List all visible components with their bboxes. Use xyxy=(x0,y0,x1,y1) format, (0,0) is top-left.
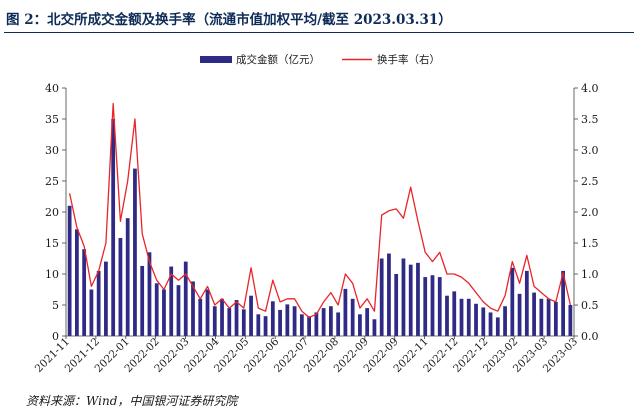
turnover-bar xyxy=(379,258,384,336)
right-y-tick-label: 1.5 xyxy=(581,237,599,250)
turnover-bar xyxy=(408,264,413,336)
turnover-bar xyxy=(495,317,500,336)
legend-bar-label: 成交金额（亿元） xyxy=(236,53,320,66)
turnover-bar xyxy=(212,306,217,336)
right-y-tick-label: 0.0 xyxy=(581,330,599,343)
turnover-rate-line-layer xyxy=(68,102,572,319)
right-y-tick-label: 2.5 xyxy=(581,175,599,188)
turnover-bar xyxy=(169,266,174,336)
chart-legend: 成交金额（亿元） 换手率（右） xyxy=(200,53,440,66)
left-y-tick-label: 40 xyxy=(45,82,59,95)
turnover-bar xyxy=(416,262,420,336)
turnover-bar xyxy=(452,291,457,336)
turnover-bar xyxy=(503,306,507,336)
turnover-bar xyxy=(205,289,210,336)
left-y-tick-label: 25 xyxy=(45,175,59,188)
left-y-tick-label: 10 xyxy=(45,268,59,281)
turnover-bar xyxy=(154,283,159,336)
left-y-tick-label: 5 xyxy=(52,299,59,312)
turnover-bar xyxy=(329,306,333,336)
turnover-bar xyxy=(336,312,341,336)
turnover-bars xyxy=(67,119,573,336)
legend-bar-swatch xyxy=(200,56,232,63)
turnover-bar xyxy=(227,308,232,336)
turnover-bar xyxy=(285,304,290,336)
turnover-bar xyxy=(111,119,116,336)
turnover-bar xyxy=(89,289,94,336)
turnover-bar xyxy=(350,298,355,336)
left-y-tick-label: 35 xyxy=(45,113,59,126)
turnover-bar xyxy=(183,261,188,336)
turnover-bar xyxy=(321,308,326,336)
right-y-tick-label: 1.0 xyxy=(581,268,599,281)
right-y-tick-label: 0.5 xyxy=(581,299,599,312)
turnover-bar xyxy=(372,319,377,336)
turnover-bar xyxy=(96,270,101,336)
turnover-bar xyxy=(445,295,449,336)
turnover-bar xyxy=(568,305,573,336)
turnover-bar xyxy=(466,298,471,336)
turnover-bar xyxy=(292,306,297,336)
right-y-tick-label: 3.0 xyxy=(581,144,599,157)
turnover-bar xyxy=(539,298,544,336)
right-y-tick-label: 2.0 xyxy=(581,206,599,219)
turnover-bar xyxy=(220,298,224,336)
turnover-bar xyxy=(249,295,253,336)
turnover-bar xyxy=(510,267,515,336)
turnover-bar xyxy=(299,314,304,336)
right-y-tick-label: 3.5 xyxy=(581,113,599,126)
turnover-bar xyxy=(278,309,282,336)
turnover-bar xyxy=(532,292,536,336)
turnover-bar xyxy=(82,249,87,336)
turnover-bar xyxy=(365,308,370,336)
source-note: 资料来源：Wind，中国银河证券研究院 xyxy=(26,394,238,408)
turnover-bar xyxy=(176,285,181,336)
left-y-tick-label: 15 xyxy=(45,237,59,250)
turnover-bar xyxy=(67,205,72,336)
left-y-tick-label: 0 xyxy=(52,330,59,343)
turnover-bar xyxy=(263,316,268,336)
turnover-bar xyxy=(234,300,239,336)
left-y-tick-label: 30 xyxy=(45,144,59,157)
turnover-bar xyxy=(474,303,478,336)
turnover-bar xyxy=(133,168,137,336)
left-y-tick-label: 20 xyxy=(45,206,59,219)
turnover-bar xyxy=(198,298,203,336)
turnover-bar xyxy=(553,301,558,336)
turnover-bar xyxy=(241,309,246,336)
turnover-bar xyxy=(430,275,435,336)
legend-line-label: 换手率（右） xyxy=(377,53,440,66)
turnover-bar xyxy=(104,261,108,336)
figure-title: 图 2：北交所成交金额及换手率（流通市值加权平均/截至 2023.03.31） xyxy=(6,12,452,28)
turnover-bar xyxy=(343,288,348,336)
turnover-bar xyxy=(270,301,275,336)
title-divider xyxy=(4,32,634,33)
turnover-bar xyxy=(125,218,130,336)
turnover-bar xyxy=(140,265,145,336)
turnover-bar xyxy=(147,252,152,336)
turnover-bar xyxy=(546,298,551,336)
turnover-bar xyxy=(358,314,362,336)
turnover-bar xyxy=(75,229,79,336)
turnover-bar xyxy=(256,314,261,336)
turnover-bar xyxy=(387,253,391,336)
turnover-bar xyxy=(459,298,464,336)
turnover-bar xyxy=(162,289,166,336)
turnover-bar xyxy=(437,277,442,336)
turnover-bar xyxy=(401,258,406,336)
turnover-bar xyxy=(524,270,529,336)
turnover-bar xyxy=(423,277,428,336)
turnover-bar xyxy=(118,238,123,336)
turnover-bar xyxy=(481,307,486,336)
turnover-rate-line xyxy=(68,102,572,319)
turnover-bar xyxy=(517,293,522,336)
turnover-bar xyxy=(488,312,493,336)
turnover-bar xyxy=(314,312,319,336)
turnover-bar xyxy=(394,274,399,336)
turnover-bar xyxy=(561,270,565,336)
turnover-bar xyxy=(191,281,195,336)
turnover-bar xyxy=(307,316,311,336)
right-y-tick-label: 4.0 xyxy=(581,82,599,95)
